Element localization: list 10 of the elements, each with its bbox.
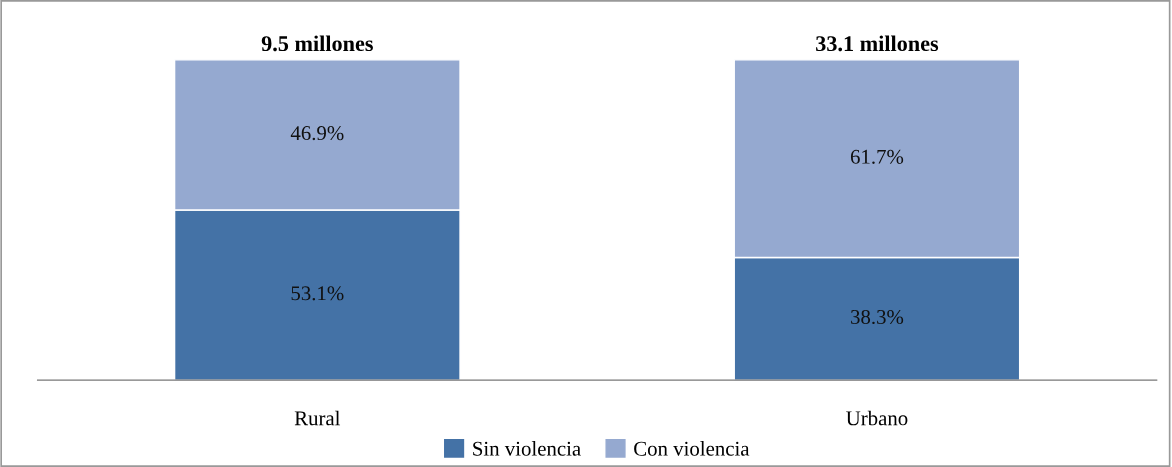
data-label: 61.7% [850,149,904,164]
annotation: 9.5 millones [261,35,373,52]
data-label: 53.1% [291,286,344,301]
x-tick-label: Rural [294,410,341,426]
x-tick-label: Urbano [846,410,908,426]
annotation: 33.1 millones [816,35,939,52]
data-label: 38.3% [851,309,904,325]
legend-label: Con violencia [634,441,750,456]
legend-label: Sin violencia [473,441,581,456]
data-label: 46.9% [290,126,344,141]
